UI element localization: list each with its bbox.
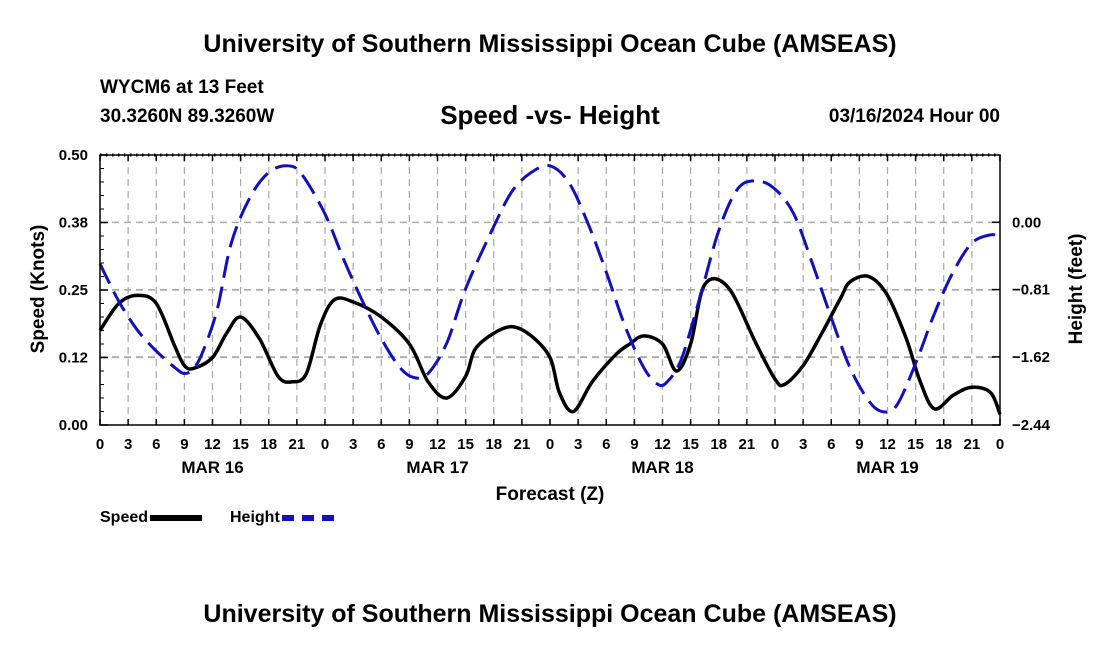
chart-title: Speed -vs- Height [440, 100, 660, 130]
y-tick-label-right: −1.62 [1012, 349, 1050, 366]
y-tick-label-left: 0.00 [59, 417, 88, 434]
legend-height-swatch [281, 515, 334, 521]
x-day-label: MAR 17 [406, 458, 468, 477]
x-tick-label: 6 [152, 436, 160, 453]
x-day-label: MAR 16 [181, 458, 243, 477]
y-tick-label-left: 0.25 [59, 282, 88, 299]
grid-lines [100, 155, 1000, 425]
chart-footer-title: University of Southern Mississippi Ocean… [203, 600, 897, 628]
y-tick-label-left: 0.50 [59, 147, 88, 164]
legend-height: Height [230, 509, 334, 527]
x-tick-label: 21 [739, 436, 756, 453]
y-tick-label-left: 0.12 [59, 350, 88, 367]
x-tick-label: 9 [180, 436, 188, 453]
x-tick-label: 15 [457, 436, 474, 453]
x-tick-label: 0 [771, 436, 779, 453]
y-tick-label-left: 0.38 [59, 215, 88, 232]
chart-header-title: University of Southern Mississippi Ocean… [203, 30, 897, 58]
legend-speed: Speed [100, 509, 203, 527]
speed-height-chart: 0 3 6 9 12 15 18 21 0 3 6 9 12 15 18 21 0 3 6 9 12 15 18 21 0 3 6 9… [28, 147, 1087, 505]
x-tick-label: 3 [124, 436, 132, 453]
x-tick-label: 3 [799, 436, 807, 453]
x-tick-label: 6 [602, 436, 610, 453]
x-tick-label: 9 [405, 436, 413, 453]
legend-speed-swatch [150, 515, 203, 521]
x-tick-label: 15 [907, 436, 924, 453]
x-tick-label: 9 [630, 436, 638, 453]
x-tick-label: 12 [204, 436, 221, 453]
y-tick-label-right: 0.00 [1012, 214, 1041, 231]
x-tick-label: 18 [710, 436, 727, 453]
x-tick-label: 18 [935, 436, 952, 453]
x-tick-label: 18 [260, 436, 277, 453]
x-tick-label: 21 [964, 436, 981, 453]
x-tick-label: 0 [996, 436, 1004, 453]
series-speed-line [98, 274, 1002, 415]
x-tick-label: 12 [429, 436, 446, 453]
x-day-label: MAR 18 [631, 458, 693, 477]
x-tick-label: 3 [349, 436, 357, 453]
station-label: WYCM6 at 13 Feet [100, 77, 264, 98]
x-tick-label: 6 [827, 436, 835, 453]
x-tick-label: 0 [546, 436, 554, 453]
y-axis-label-left: Speed (Knots) [28, 225, 49, 354]
x-tick-label: 21 [514, 436, 531, 453]
y-axis-label-right: Height (feet) [1066, 234, 1087, 345]
forecast-datetime: 03/16/2024 Hour 00 [828, 106, 1000, 127]
series-lines [98, 163, 1002, 415]
legend-speed-label: Speed [100, 509, 149, 526]
axis-ticks: 0 3 6 9 12 15 18 21 0 3 6 9 12 15 18 21 0 3 6 9 12 15 18 21 0 3 6 9… [59, 147, 1051, 477]
x-tick-label: 15 [682, 436, 699, 453]
x-axis-label: Forecast (Z) [496, 484, 605, 505]
series-height-line [98, 163, 1001, 414]
y-tick-label-right: −0.81 [1012, 282, 1050, 299]
x-tick-label: 15 [232, 436, 249, 453]
x-day-label: MAR 19 [856, 458, 918, 477]
x-tick-label: 12 [879, 436, 896, 453]
legend-height-label: Height [230, 509, 280, 526]
station-coordinates: 30.3260N 89.3260W [100, 106, 275, 127]
x-tick-label: 0 [321, 436, 329, 453]
x-tick-label: 18 [485, 436, 502, 453]
x-tick-label: 6 [377, 436, 385, 453]
y-tick-label-right: −2.44 [1012, 417, 1051, 434]
x-tick-label: 3 [574, 436, 582, 453]
x-tick-label: 0 [96, 436, 104, 453]
x-tick-label: 21 [289, 436, 306, 453]
x-tick-label: 12 [654, 436, 671, 453]
x-tick-label: 9 [855, 436, 863, 453]
